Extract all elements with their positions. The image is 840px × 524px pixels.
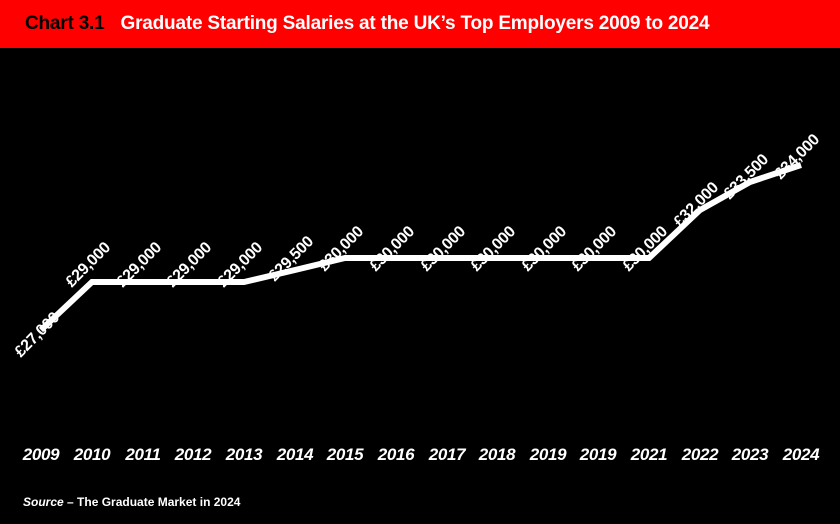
year-label-15: 2024 bbox=[782, 445, 820, 464]
year-label-7: 2016 bbox=[377, 445, 415, 464]
year-label-6: 2015 bbox=[326, 445, 364, 464]
line-chart-svg bbox=[38, 162, 802, 333]
year-label-14: 2023 bbox=[731, 445, 769, 464]
source-word: Source bbox=[23, 495, 64, 509]
year-label-10: 2019 bbox=[529, 445, 567, 464]
year-label-1: 2010 bbox=[73, 445, 111, 464]
year-label-4: 2013 bbox=[225, 445, 263, 464]
source-text: – The Graduate Market in 2024 bbox=[63, 495, 241, 509]
x-axis-year-labels: 2009 2010 2011 2012 2013 2014 2015 2016 2017 2018… bbox=[0, 445, 840, 475]
year-label-12: 2021 bbox=[630, 445, 668, 464]
source-note: Source – The Graduate Market in 2024 bbox=[23, 495, 240, 509]
chart-header-bar: Chart 3.1 Graduate Starting Salaries at … bbox=[0, 0, 840, 48]
year-label-3: 2012 bbox=[174, 445, 212, 464]
year-label-0: 2009 bbox=[22, 445, 60, 464]
chart-number-label: Chart 3.1 bbox=[25, 13, 105, 34]
year-label-5: 2014 bbox=[276, 445, 314, 464]
chart-title: Graduate Starting Salaries at the UK’s T… bbox=[120, 13, 710, 34]
year-label-2: 2011 bbox=[125, 445, 161, 464]
year-label-9: 2018 bbox=[478, 445, 516, 464]
year-label-11: 2019 bbox=[579, 445, 617, 464]
salary-trend-line bbox=[38, 162, 802, 333]
year-label-8: 2017 bbox=[428, 445, 466, 464]
plot-area: £27,000 £29,000 £29,000 £29,000 £29,000 £29,5… bbox=[0, 48, 840, 443]
year-label-13: 2022 bbox=[681, 445, 719, 464]
